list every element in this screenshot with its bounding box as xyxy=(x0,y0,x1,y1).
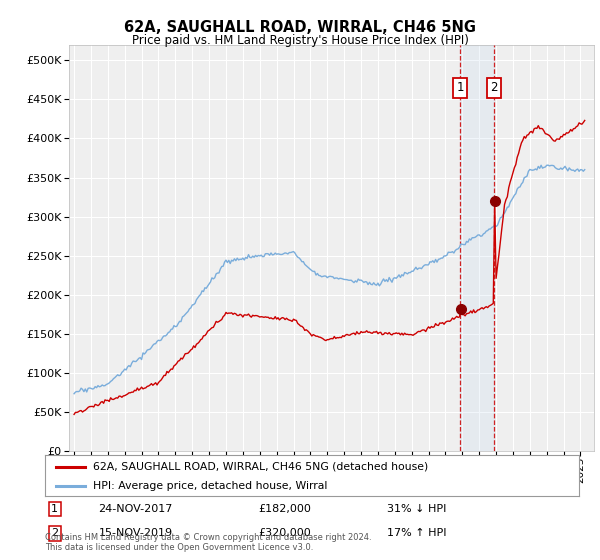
Text: 2: 2 xyxy=(51,528,58,538)
Text: 2: 2 xyxy=(490,81,498,94)
Text: Contains HM Land Registry data © Crown copyright and database right 2024.
This d: Contains HM Land Registry data © Crown c… xyxy=(45,533,371,552)
Text: 24-NOV-2017: 24-NOV-2017 xyxy=(98,504,173,514)
Text: 17% ↑ HPI: 17% ↑ HPI xyxy=(387,528,446,538)
Text: 1: 1 xyxy=(457,81,464,94)
Text: £320,000: £320,000 xyxy=(259,528,311,538)
Text: 31% ↓ HPI: 31% ↓ HPI xyxy=(387,504,446,514)
Bar xyxy=(460,45,494,451)
Text: Price paid vs. HM Land Registry's House Price Index (HPI): Price paid vs. HM Land Registry's House … xyxy=(131,34,469,46)
Text: 62A, SAUGHALL ROAD, WIRRAL, CH46 5NG: 62A, SAUGHALL ROAD, WIRRAL, CH46 5NG xyxy=(124,20,476,35)
Text: 62A, SAUGHALL ROAD, WIRRAL, CH46 5NG (detached house): 62A, SAUGHALL ROAD, WIRRAL, CH46 5NG (de… xyxy=(93,461,428,472)
Text: £182,000: £182,000 xyxy=(259,504,311,514)
Text: HPI: Average price, detached house, Wirral: HPI: Average price, detached house, Wirr… xyxy=(93,480,328,491)
Text: 15-NOV-2019: 15-NOV-2019 xyxy=(98,528,173,538)
Text: 1: 1 xyxy=(51,504,58,514)
